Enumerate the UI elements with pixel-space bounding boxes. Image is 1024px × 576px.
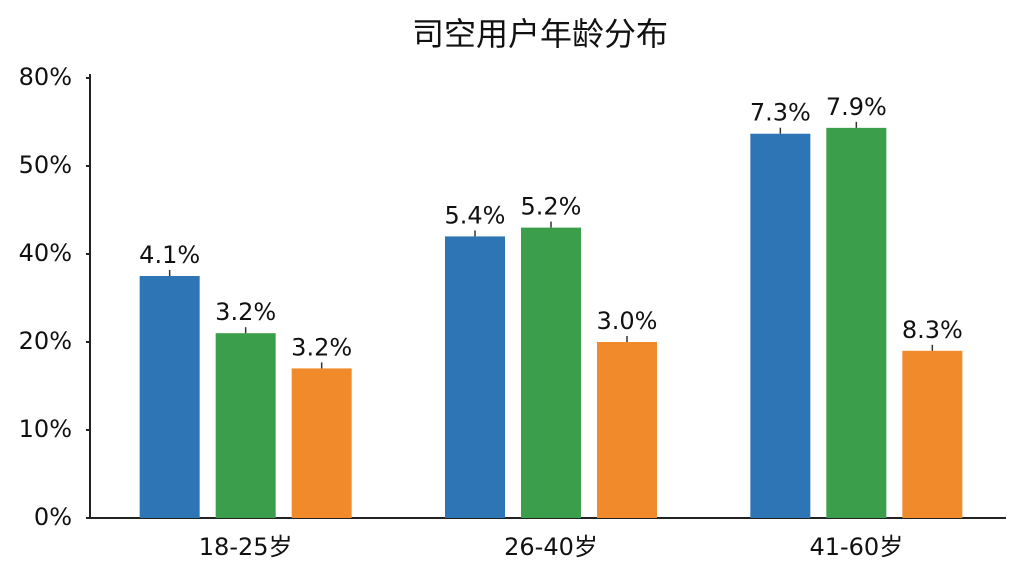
bar xyxy=(521,227,581,518)
y-tick-label: 0% xyxy=(34,503,72,531)
y-tick-label: 80% xyxy=(19,63,72,91)
data-label: 3.2% xyxy=(291,333,352,361)
data-label: 4.1% xyxy=(139,241,200,269)
data-label: 7.3% xyxy=(750,99,811,127)
data-label: 8.3% xyxy=(902,316,963,344)
chart-title: 司空用户年龄分布 xyxy=(412,15,668,53)
bar xyxy=(445,236,505,518)
x-tick-label: 41-60岁 xyxy=(809,533,903,561)
bar xyxy=(215,333,276,518)
data-label: 7.9% xyxy=(826,93,887,121)
bar xyxy=(902,350,963,518)
bar xyxy=(826,127,887,518)
y-tick-label: 40% xyxy=(19,239,72,267)
bar xyxy=(597,342,657,518)
bar xyxy=(139,276,200,518)
bar xyxy=(291,368,352,518)
x-tick-label: 26-40岁 xyxy=(504,533,598,561)
y-tick-label: 10% xyxy=(19,415,72,443)
y-tick-label: 20% xyxy=(19,327,72,355)
bar xyxy=(750,133,811,518)
x-tick-label: 18-25岁 xyxy=(199,533,293,561)
y-tick-label: 50% xyxy=(19,151,72,179)
data-label: 5.2% xyxy=(521,193,582,221)
data-label: 3.2% xyxy=(215,298,276,326)
data-label: 3.0% xyxy=(597,307,658,335)
data-label: 5.4% xyxy=(445,201,506,229)
